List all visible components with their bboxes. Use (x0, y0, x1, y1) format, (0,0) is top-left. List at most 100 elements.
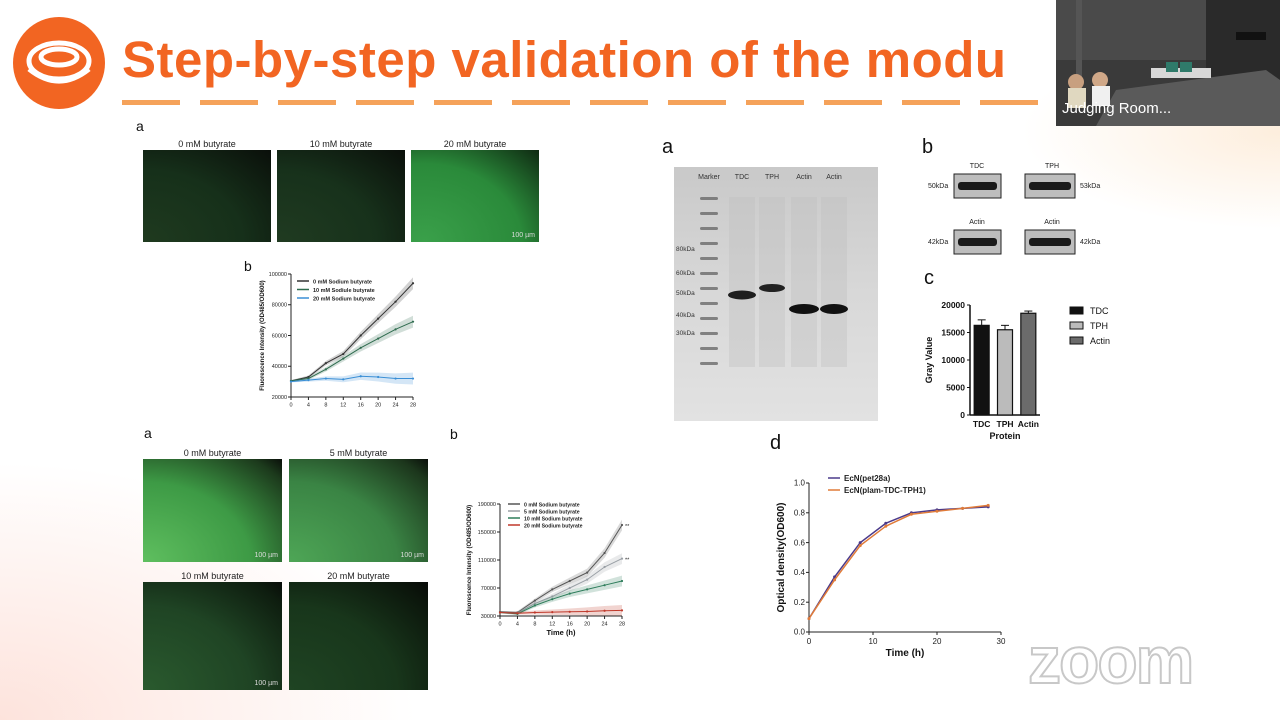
data-point (533, 604, 536, 607)
ladder-band (700, 272, 718, 275)
data-point (307, 377, 310, 380)
data-point (568, 579, 571, 583)
blot-protein-label: Actin (969, 219, 985, 226)
x-tick-label: 8 (324, 403, 327, 409)
legend-label: 0 mM Sodium butyrate (524, 502, 580, 508)
panel-label: b (244, 258, 252, 274)
ladder-band (700, 287, 718, 290)
legend-label: TPH (1090, 321, 1108, 331)
data-point (568, 586, 571, 590)
legend-label: 20 mM Sodium butyrate (313, 296, 375, 302)
data-point (884, 521, 888, 525)
legend-label: EcN(pet28a) (844, 474, 891, 483)
image-caption: 20 mM butyrate (443, 139, 507, 149)
ladder-band (700, 302, 718, 305)
x-tick-label: 28 (619, 622, 625, 628)
fluorescence-image: 100 µm (143, 582, 282, 690)
panel-label: a (136, 118, 144, 134)
series-line (499, 524, 623, 614)
gel-background (674, 167, 878, 421)
lane-label: TPH (765, 174, 779, 181)
x-tick-label: 24 (602, 622, 608, 628)
data-point (411, 282, 415, 285)
panel-label: c (924, 267, 934, 289)
y-tick-label: 5000 (946, 383, 965, 393)
lane-label: TDC (735, 174, 749, 181)
data-point (935, 509, 939, 513)
significance-annotation: ** (625, 558, 630, 564)
data-point (377, 375, 380, 379)
data-point (603, 609, 606, 612)
fluorescence-image: 100 µm (289, 459, 428, 562)
data-point (411, 320, 415, 323)
data-point (858, 544, 862, 548)
data-point (394, 328, 397, 331)
logo-icon (13, 17, 105, 109)
x-tick-label: Actin (1018, 419, 1039, 429)
series-line (290, 282, 414, 382)
lane-smear (759, 197, 785, 367)
data-point (909, 512, 913, 516)
data-point (568, 592, 571, 595)
lane-smear (821, 197, 847, 367)
x-tick-label: 20 (375, 403, 381, 409)
data-point (324, 362, 327, 365)
series-line (808, 504, 989, 620)
x-tick-label: 16 (567, 622, 573, 628)
video-tile[interactable]: Judging Room... (1056, 0, 1280, 126)
y-tick-label: 80000 (272, 303, 287, 309)
blot-band (958, 182, 997, 190)
data-point (833, 578, 837, 582)
ladder-band (700, 227, 718, 230)
data-point (620, 557, 624, 560)
blot-band (958, 238, 997, 246)
lane-smear (729, 197, 755, 367)
x-tick-label: 0 (498, 622, 501, 628)
scale-bar-label: 100 µm (254, 552, 279, 559)
marker-size-label: 30kDa (676, 330, 695, 337)
fluorescence-image: 100 µm (411, 150, 539, 242)
data-point (620, 579, 624, 583)
line-chart-butyrate-1: 20000 40000 60000 80000 100000 0 4 8 12 16 20 24 28 F… (260, 272, 416, 409)
data-point (603, 584, 606, 587)
ladder-band (700, 242, 718, 245)
y-tick-label: 0.4 (794, 568, 806, 577)
line-chart-growth-curve: 0.0 0.2 0.4 0.6 0.8 1.0 0 10 20 30 Time (h) Optical… (776, 474, 1006, 659)
data-point (533, 599, 536, 602)
data-point (884, 524, 888, 528)
x-tick-label: 20 (933, 637, 942, 646)
y-tick-label: 190000 (478, 502, 496, 508)
blot-band (1029, 238, 1071, 246)
panel-label: d (770, 432, 782, 454)
data-point (807, 617, 811, 621)
blot-size-label: 53kDa (1080, 183, 1100, 190)
legend-swatch (1069, 306, 1084, 315)
data-point (377, 337, 380, 340)
fluorescence-image (289, 582, 428, 690)
y-axis-label: Gray Value (924, 337, 934, 384)
fluorescence-image (277, 150, 405, 242)
ladder-band (700, 257, 718, 260)
image-caption: 10 mM butyrate (181, 571, 244, 581)
y-tick-label: 0.2 (794, 598, 806, 607)
series-line (290, 375, 413, 383)
lane-label: Marker (698, 174, 720, 181)
legend-label: EcN(plam-TDC-TPH1) (844, 486, 926, 495)
series-confidence-band (500, 575, 622, 616)
blot-size-label: 50kDa (928, 183, 948, 190)
image-caption: 10 mM butyrate (309, 139, 373, 149)
series-confidence-band (291, 372, 413, 385)
slide-title: Step-by-step validation of the modu (122, 31, 1007, 88)
data-point (586, 588, 589, 591)
data-point (342, 378, 345, 381)
data-point (394, 377, 397, 380)
bar-chart-gray-value: 0 5000 10000 15000 20000 TDC TPH Actin Protein Gr… (924, 300, 1110, 441)
marker-size-label: 50kDa (676, 290, 695, 297)
x-tick-label: 16 (358, 403, 364, 409)
data-point (551, 588, 554, 591)
marker-size-label: 60kDa (676, 270, 695, 277)
y-axis-label: Fluorescence Intensity (OD485/OD600) (260, 280, 266, 390)
ladder-band (700, 212, 718, 215)
ladder-band (700, 317, 718, 320)
lane-smear (791, 197, 817, 367)
